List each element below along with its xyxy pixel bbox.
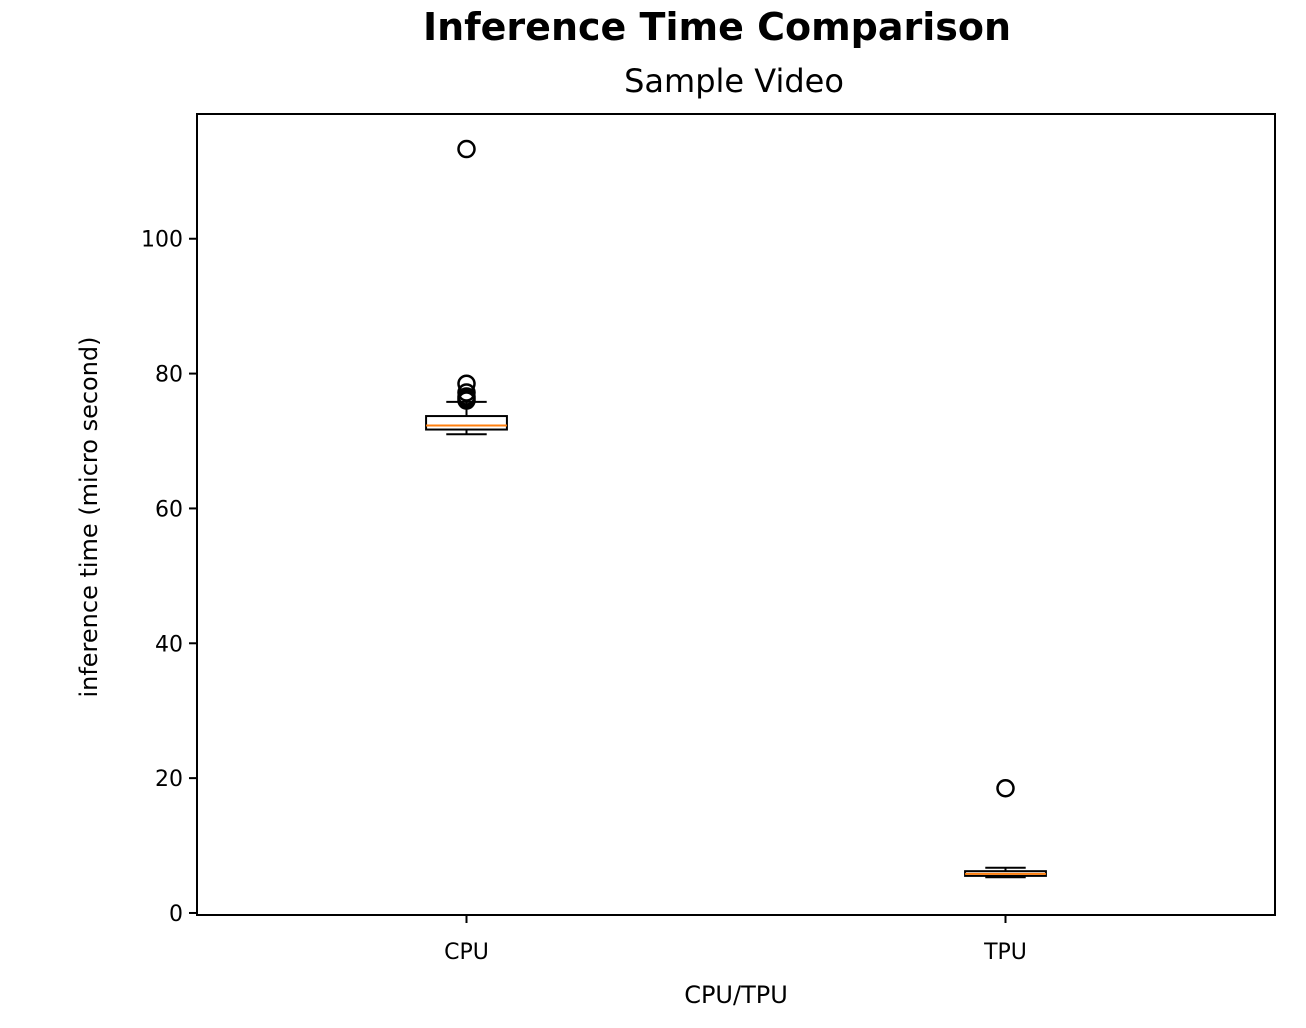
y-axis: 0 20 40 60 80 100 — [141, 228, 197, 927]
outlier-point — [996, 778, 1015, 798]
x-axis-label: CPU/TPU — [684, 981, 788, 1009]
chart-title: Inference Time Comparison — [423, 5, 1011, 49]
iqr-box — [425, 415, 508, 431]
y-tick-label: 80 — [155, 363, 183, 388]
y-axis-label: inference time (micro second) — [75, 336, 103, 697]
y-tick-label: 0 — [169, 902, 183, 927]
y-tick-label: 40 — [155, 632, 183, 657]
plot-area-frame — [196, 113, 1276, 916]
y-tick-label: 60 — [155, 497, 183, 522]
box-cpu — [425, 139, 508, 436]
x-tick-label: TPU — [983, 940, 1027, 965]
outlier-point — [457, 391, 476, 410]
box-tpu — [964, 778, 1047, 879]
chart-subtitle: Sample Video — [624, 62, 844, 100]
x-axis: CPU TPU — [444, 915, 1027, 965]
y-tick-label: 20 — [155, 767, 183, 792]
boxplot-series — [425, 139, 1047, 879]
outlier-point — [457, 139, 476, 159]
y-tick-label: 100 — [141, 228, 183, 253]
x-tick-label: CPU — [444, 940, 489, 965]
